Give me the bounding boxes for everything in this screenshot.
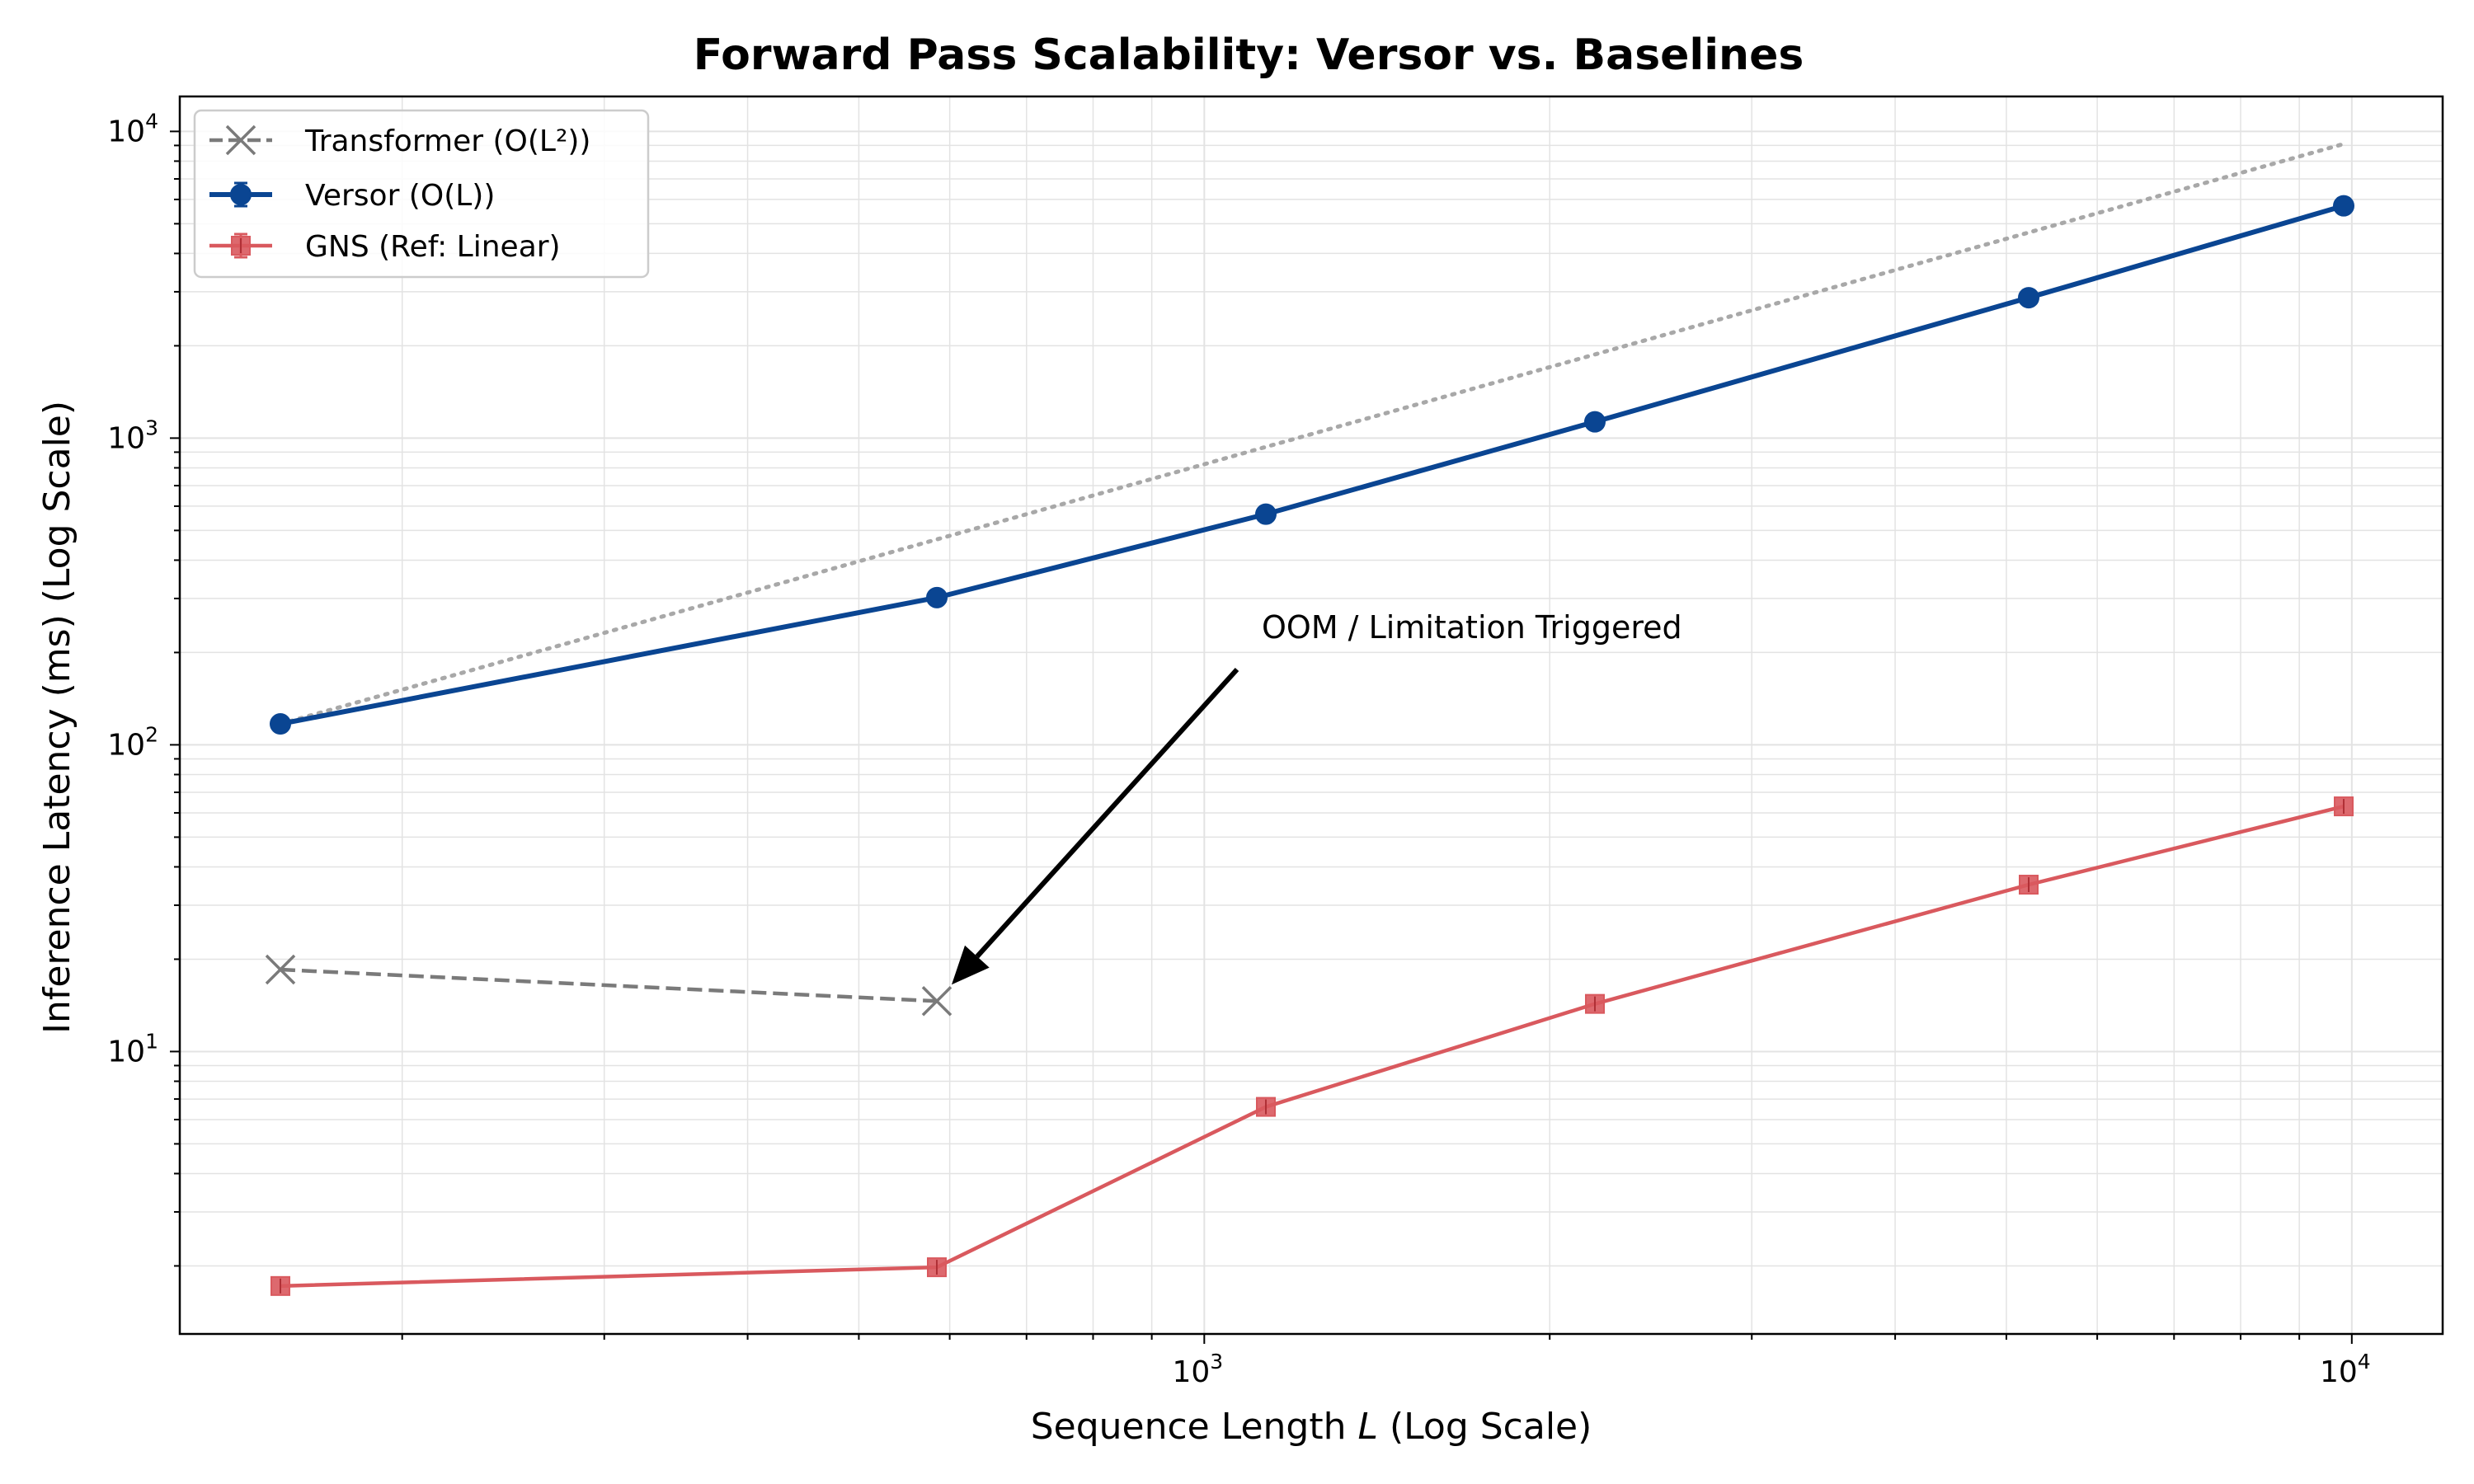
y-tick-label: 101 [107,1029,158,1068]
y-tick-base: 10 [107,421,145,455]
y-tick-exponent: 3 [145,416,158,439]
x-axis-label-variable: L [1357,1406,1378,1448]
legend-item: Transformer (O(L²)) [209,124,590,158]
y-tick-label: 104 [107,109,158,148]
x-axis-label-suffix: (Log Scale) [1378,1406,1592,1448]
x-tick-label: 103 [1172,1350,1223,1389]
data-point [921,986,952,1017]
y-tick-base: 10 [107,115,145,148]
data-point [265,954,296,985]
legend-item: GNS (Ref: Linear) [209,230,561,264]
data-point [2333,195,2354,217]
annotation-text: OOM / Limitation Triggered [1262,609,1682,646]
data-point [926,586,948,608]
x-axis-label-prefix: Sequence Length [1031,1406,1358,1448]
y-tick-exponent: 2 [145,722,158,746]
series [270,195,2354,735]
x-tick-base: 10 [1172,1355,1210,1389]
legend-frame [193,109,650,279]
data-point [1584,411,1606,433]
data-point [270,713,291,735]
series [265,954,952,1017]
series-line [280,203,2345,727]
legend-label: Versor (O(L)) [305,179,495,213]
data-point [230,184,252,205]
series [270,796,2354,1296]
y-tick-label: 103 [107,416,158,455]
y-axis-label: Inference Latency (ms) (Log Scale) [36,401,78,1034]
data-point [1255,503,1277,525]
series-line [280,804,2345,1289]
legend-label: Transformer (O(L²)) [304,124,590,158]
data-point [2018,287,2039,309]
x-tick-exponent: 4 [2358,1350,2371,1374]
y-tick-label: 102 [107,722,158,762]
plot-frame [178,95,2444,1336]
x-axis-label: Sequence Length L (Log Scale) [1031,1406,1592,1448]
y-tick-exponent: 1 [145,1029,158,1053]
y-tick-base: 10 [107,1035,145,1068]
annotation-arrow [975,667,1239,959]
data-point [225,124,256,156]
annotation-arrow-head [952,945,990,985]
legend-label: GNS (Ref: Linear) [305,230,561,264]
chart-title: Forward Pass Scalability: Versor vs. Bas… [694,31,1804,80]
y-tick-base: 10 [107,728,145,762]
series-line [280,967,938,1003]
grid [180,96,2443,1334]
x-tick-label: 104 [2320,1350,2371,1389]
reference-line-layer [278,142,2346,726]
series-layer [265,195,2354,1296]
y-tick-exponent: 4 [145,109,158,133]
x-tick-exponent: 3 [1210,1350,1223,1374]
reference-line [278,142,2346,726]
annotation: OOM / Limitation Triggered [952,609,1682,985]
legend: Transformer (O(L²)) Versor (O(L)) GNS (Ref… [193,109,650,279]
legend-item: Versor (O(L)) [209,179,495,213]
x-tick-base: 10 [2320,1355,2358,1389]
